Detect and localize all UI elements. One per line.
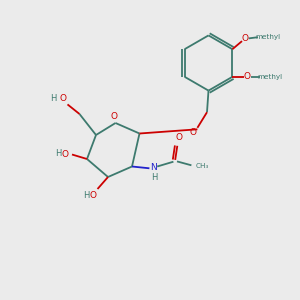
Text: O: O [59,94,67,103]
Text: H: H [83,191,89,200]
Text: methyl: methyl [255,34,280,40]
Text: O: O [244,72,251,81]
Text: H: H [56,149,62,158]
Text: O: O [62,150,69,159]
Text: O: O [89,191,97,200]
Text: N: N [150,163,157,172]
Text: O: O [189,128,197,137]
Text: O: O [176,133,183,142]
Text: O: O [110,112,118,122]
Text: CH₃: CH₃ [196,164,209,169]
Text: H: H [151,173,157,182]
Text: H: H [50,94,56,103]
Text: methyl: methyl [258,74,283,80]
Text: O: O [242,34,249,43]
